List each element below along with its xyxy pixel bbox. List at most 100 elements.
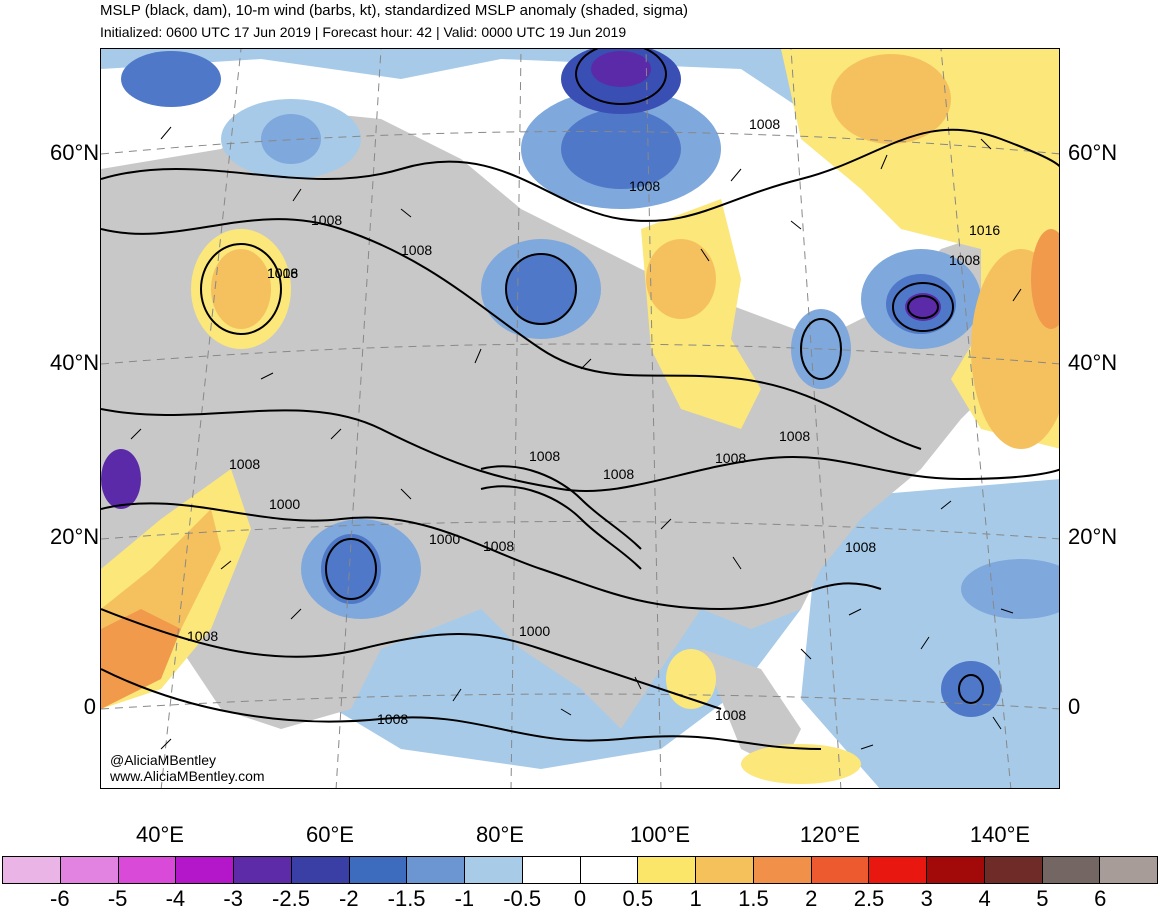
colorbar-swatch <box>811 857 870 883</box>
colorbar-label: -1 <box>454 886 475 911</box>
isobar-label: 1000 <box>269 496 300 512</box>
colorbar-label: -3 <box>223 886 243 911</box>
anomaly-area <box>506 254 576 324</box>
anomaly-area <box>211 249 271 329</box>
colorbar-swatch <box>291 857 350 883</box>
isobar-label: 1008 <box>483 538 514 554</box>
colorbar-swatch <box>349 857 408 883</box>
colorbar-label: 2 <box>805 886 818 911</box>
colorbar-label: -5 <box>107 886 128 911</box>
colorbar-swatch <box>1042 857 1101 883</box>
colorbar-swatch <box>465 857 523 883</box>
colorbar-swatch <box>696 857 754 883</box>
colorbar-swatch <box>3 857 61 883</box>
colorbar-label: 4 <box>978 886 991 911</box>
colorbar-label: 0.5 <box>622 886 654 911</box>
colorbar-swatch <box>407 857 465 883</box>
anomaly-area <box>941 661 1001 717</box>
colorbar-label: 6 <box>1094 886 1107 911</box>
isobar-label: 1016 <box>969 222 1000 238</box>
isobar-label: 1008 <box>377 711 408 727</box>
lat-label-right: 60°N <box>1068 140 1118 165</box>
anomaly-area <box>801 479 1059 788</box>
map-canvas: 1008 1008 1008 1008 1008 1016 1008 1016 … <box>101 49 1059 788</box>
lat-label-left: 40°N <box>50 350 100 375</box>
colorbar-swatch <box>118 857 177 883</box>
map-panel: 1008 1008 1008 1008 1008 1016 1008 1016 … <box>100 48 1060 789</box>
chart-subtitle: Initialized: 0600 UTC 17 Jun 2019 | Fore… <box>100 24 627 40</box>
anomaly-area <box>121 51 221 107</box>
anomaly-area <box>321 534 381 604</box>
anomaly-area <box>561 109 681 189</box>
colorbar-label: -4 <box>165 886 186 911</box>
isobar-label: 1008 <box>529 448 560 464</box>
isobar-label: 1008 <box>949 252 980 268</box>
colorbar-label: 5 <box>1036 886 1049 911</box>
isobar-label: 1008 <box>715 707 746 723</box>
isobar-label: 1016 <box>267 265 298 281</box>
lat-label-right: 40°N <box>1068 350 1118 375</box>
lat-label-left: 20°N <box>50 524 100 549</box>
anomaly-area <box>741 744 861 784</box>
isobar-label: 1008 <box>187 628 218 644</box>
credit-handle: @AliciaMBentley <box>110 752 217 768</box>
isobar-label: 1000 <box>519 623 550 639</box>
isobar-label: 1008 <box>229 456 260 472</box>
colorbar-swatch <box>638 857 696 883</box>
isobar-labels: 1008 1008 1008 1008 1008 1016 1008 1016 … <box>187 116 1000 727</box>
colorbar-swatch <box>869 857 927 883</box>
colorbar-label: 0 <box>573 886 587 911</box>
colorbar-swatch <box>522 857 581 883</box>
isobar-label: 1008 <box>715 450 746 466</box>
colorbar-swatch <box>984 857 1043 883</box>
land-area <box>701 649 801 769</box>
isobar-label: 1000 <box>429 531 460 547</box>
anomaly-area <box>1031 229 1059 329</box>
isobar-label: 1008 <box>845 539 876 555</box>
colorbar-swatch <box>234 857 292 883</box>
anomaly-area <box>101 449 141 509</box>
anomaly-area <box>831 54 951 144</box>
colorbar-swatch <box>176 857 234 883</box>
colorbar-swatch <box>753 857 812 883</box>
colorbar-label: 1 <box>689 886 702 911</box>
colorbar <box>2 856 1158 884</box>
isobar-label: 1008 <box>267 265 298 281</box>
colorbar-swatch <box>580 857 639 883</box>
colorbar-label: -2 <box>339 886 359 911</box>
chart-title: MSLP (black, dam), 10-m wind (barbs, kt)… <box>100 2 689 19</box>
colorbar-swatch <box>927 857 985 883</box>
colorbar-label: 2.5 <box>853 886 885 911</box>
lat-label-right: 20°N <box>1068 524 1118 549</box>
wind-barbs <box>130 126 1022 750</box>
lat-label-left: 0 <box>83 694 96 719</box>
colorbar-label: 3 <box>920 886 933 911</box>
colorbar-label: -0.5 <box>503 886 542 911</box>
credit-url: www.AliciaMBentley.com <box>110 768 265 784</box>
anomaly-area <box>646 239 716 319</box>
lon-label: 100°E <box>629 822 691 847</box>
anomaly-area <box>261 114 321 164</box>
isobar-label: 1008 <box>311 212 342 228</box>
lon-label: 40°E <box>136 822 184 847</box>
anomaly-area <box>101 609 181 709</box>
isobar-label: 1008 <box>603 466 634 482</box>
lat-label-right: 0 <box>1068 694 1081 719</box>
colorbar-label: -6 <box>50 886 70 911</box>
lon-label: 120°E <box>799 822 861 847</box>
colorbar-swatch <box>60 857 119 883</box>
colorbar-label: -2.5 <box>272 886 310 911</box>
lon-label: 80°E <box>476 822 524 847</box>
isobar-label: 1008 <box>629 178 660 194</box>
anomaly-area <box>591 51 651 87</box>
lat-label-left: 60°N <box>50 140 100 165</box>
lon-label: 60°E <box>306 822 354 847</box>
colorbar-label: -1.5 <box>387 886 426 911</box>
isobar-label: 1008 <box>749 116 780 132</box>
isobars <box>101 49 1059 750</box>
colorbar-label: 1.5 <box>738 886 769 911</box>
isobar-label: 1008 <box>401 242 432 258</box>
isobar-label: 1008 <box>779 428 810 444</box>
anomaly-area <box>905 293 941 321</box>
lon-label: 140°E <box>969 822 1031 847</box>
